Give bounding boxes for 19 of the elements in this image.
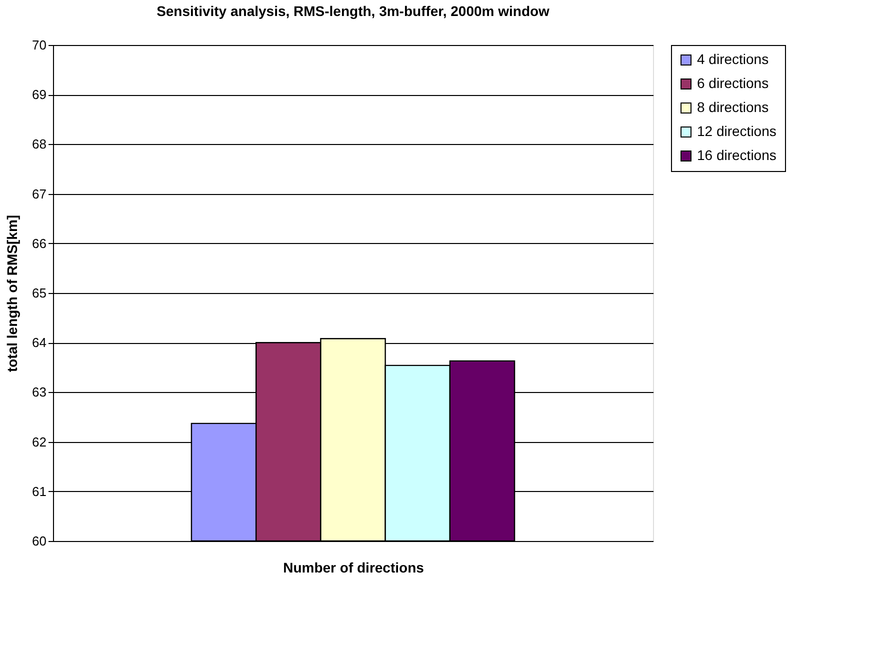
y-tick-label: 62 <box>32 434 46 450</box>
y-axis-title: total length of RMS[km] <box>4 214 20 372</box>
chart-title: Sensitivity analysis, RMS-length, 3m-buffer, 2000m window <box>156 3 550 19</box>
y-tick-label: 67 <box>32 186 46 202</box>
legend-label: 16 directions <box>697 147 776 163</box>
y-tick-label: 65 <box>32 286 46 300</box>
y-tick-label: 66 <box>32 236 46 251</box>
y-tick-label: 61 <box>32 484 46 499</box>
legend-label: 6 directions <box>697 75 769 91</box>
legend-label: 8 directions <box>697 99 769 115</box>
y-tick-label: 68 <box>32 136 46 152</box>
y-tick-label: 63 <box>32 384 46 400</box>
legend-label: 12 directions <box>697 123 776 139</box>
y-tick-label: 60 <box>32 534 46 548</box>
x-axis-title: Number of directions <box>283 560 424 576</box>
y-tick-label: 64 <box>32 335 46 350</box>
legend-label: 4 directions <box>697 51 769 67</box>
y-tick-label: 70 <box>32 38 46 52</box>
y-tick-label: 69 <box>32 87 46 102</box>
